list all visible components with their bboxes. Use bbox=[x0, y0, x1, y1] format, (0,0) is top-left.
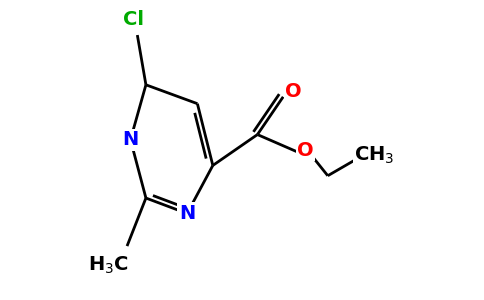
Text: N: N bbox=[122, 130, 138, 149]
Text: O: O bbox=[297, 140, 314, 160]
Text: O: O bbox=[285, 82, 302, 101]
Text: N: N bbox=[179, 204, 195, 223]
Text: CH$_3$: CH$_3$ bbox=[354, 145, 394, 166]
Text: Cl: Cl bbox=[123, 10, 144, 29]
Text: H$_3$C: H$_3$C bbox=[88, 254, 129, 276]
